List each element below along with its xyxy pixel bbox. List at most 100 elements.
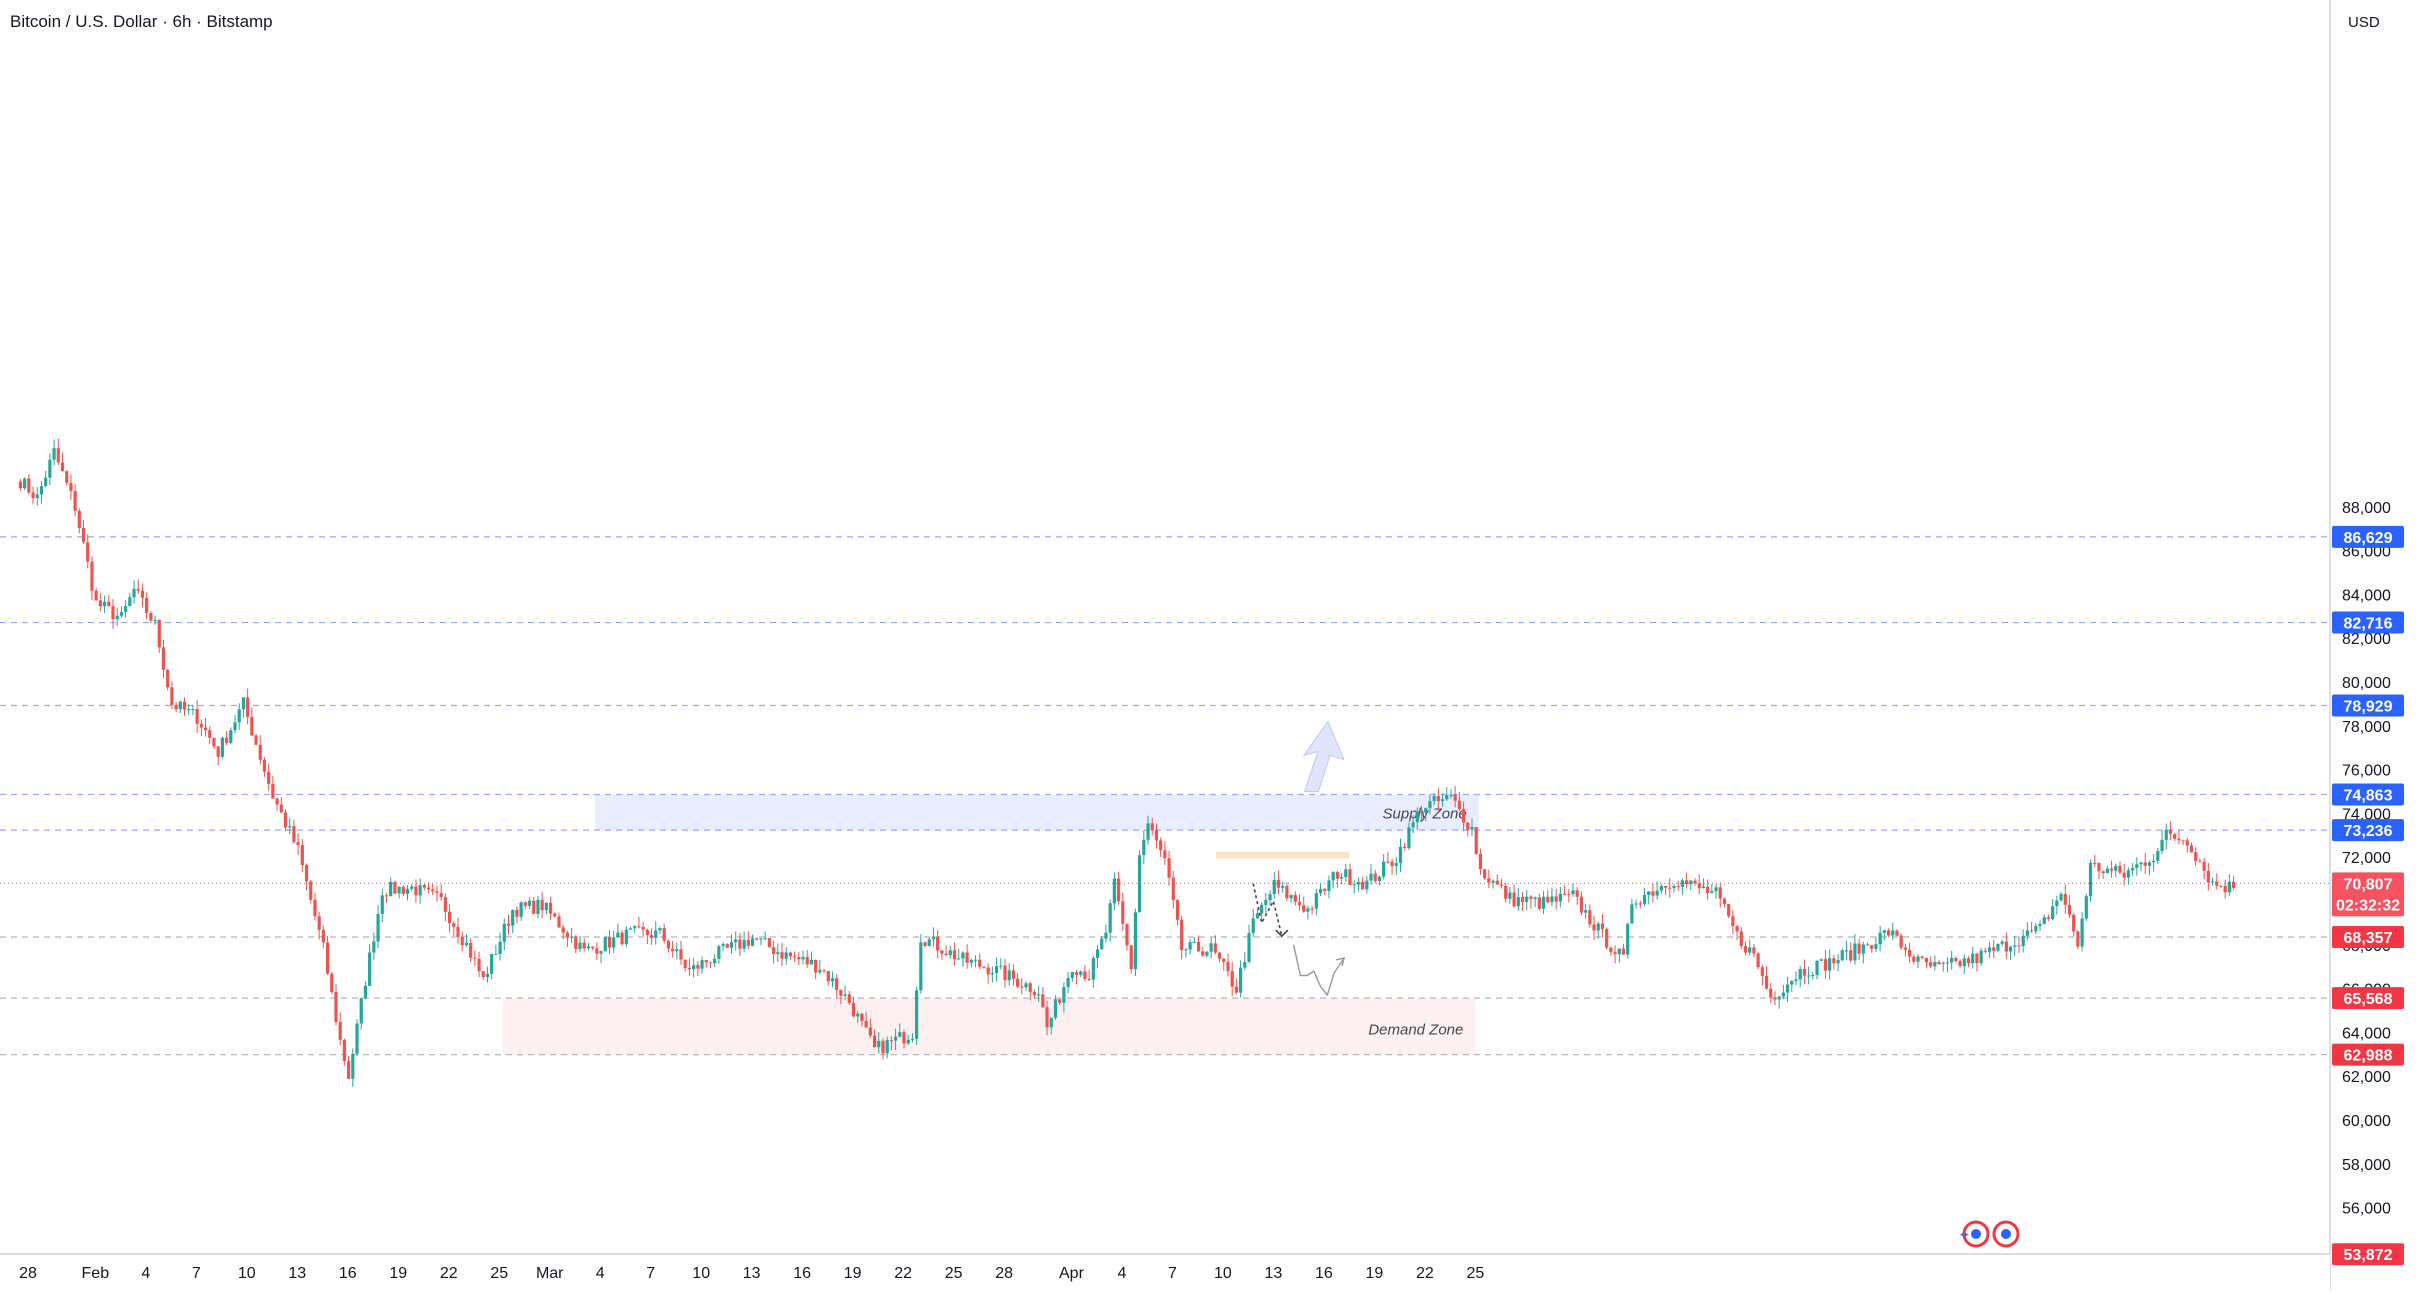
candle-body <box>1626 923 1630 955</box>
candle-body <box>1958 961 1962 967</box>
candle-body <box>906 1039 910 1044</box>
candle-body <box>452 923 456 927</box>
candle-body <box>1689 880 1693 885</box>
candle-body <box>2177 838 2181 841</box>
candle-body <box>1752 947 1756 954</box>
candle-body <box>1302 905 1306 912</box>
candle-body <box>2080 918 2084 947</box>
x-tick-label: 13 <box>1265 1265 1283 1282</box>
level-price-tag-label: 62,988 <box>2344 1048 2393 1065</box>
y-tick-label: 82,000 <box>2342 631 2391 648</box>
candle-body <box>502 923 506 942</box>
candle-body <box>1003 965 1007 981</box>
candle-body <box>1087 979 1091 981</box>
chart-title: Bitcoin / U.S. Dollar · 6h · Bitstamp <box>10 12 273 31</box>
candle-body <box>1369 873 1373 881</box>
candle-body <box>662 928 666 941</box>
candle-body <box>1832 958 1836 964</box>
candle-body <box>145 597 149 614</box>
candle-body <box>1504 885 1508 899</box>
candle-body <box>1461 808 1466 823</box>
candle-body <box>1188 942 1192 950</box>
candle-body <box>1550 896 1554 903</box>
candle-body <box>1154 830 1159 841</box>
candle-body <box>359 998 363 1024</box>
candle-body <box>1251 918 1255 933</box>
us-flag-icon-center <box>2001 1229 2011 1239</box>
candle-body <box>2152 860 2156 863</box>
time-axis[interactable]: 28 Feb 4 7 10 13 16 19 22 25 Mar 4 7 10 13 16 19 22 25 28 Ap… <box>0 1253 2330 1290</box>
candle-body <box>241 697 246 710</box>
x-tick-label: 28 <box>995 1265 1013 1282</box>
candle-body <box>670 948 675 952</box>
candle-body <box>607 937 612 948</box>
candle-body <box>2042 917 2046 924</box>
candle-body <box>801 956 805 960</box>
candle-body <box>620 932 624 945</box>
candle-body <box>44 477 48 487</box>
candle-body <box>1167 858 1171 878</box>
candle-body <box>1037 994 1041 996</box>
candle-body <box>658 928 662 931</box>
candle-body <box>1499 884 1504 886</box>
candle-body <box>1600 923 1605 930</box>
currency-button[interactable] <box>2332 2 2388 40</box>
candle-body <box>1983 950 1987 952</box>
level-price-tag <box>2332 525 2404 548</box>
candle-body <box>982 966 986 968</box>
candle-body <box>519 902 523 917</box>
candle-body <box>237 709 241 723</box>
candle-body <box>1415 811 1419 823</box>
candle-body <box>1693 880 1697 884</box>
level-price-tag <box>2332 819 2404 842</box>
candle-body <box>1104 932 1108 939</box>
candle-body <box>1638 903 1642 905</box>
candle-body <box>1150 823 1154 831</box>
candle-body <box>490 953 494 974</box>
candle-body <box>1508 892 1512 899</box>
candle-body <box>923 942 927 946</box>
candle-body <box>649 935 654 938</box>
candle-body <box>696 965 700 969</box>
price-axis[interactable]: 56,00058,00060,00062,00064,00066,00068,0… <box>2329 0 2419 1290</box>
candle-body <box>1163 850 1167 859</box>
candle-body <box>1706 886 1710 894</box>
candle-body <box>1159 840 1163 851</box>
candle-body <box>1247 932 1251 962</box>
event-icons[interactable]: ✦ <box>1958 1220 2020 1248</box>
candle-body <box>755 938 759 940</box>
candle-body <box>1226 961 1230 972</box>
candle-body <box>27 478 31 493</box>
candle-body <box>915 990 919 1039</box>
candle-body <box>2021 935 2025 947</box>
candle-body <box>98 600 102 607</box>
candle-body <box>767 937 771 948</box>
currency-selector[interactable]: USD <box>2332 2 2388 40</box>
candle-body <box>380 895 384 914</box>
candle-body <box>1066 977 1070 988</box>
candle-body <box>1234 986 1238 993</box>
candle-body <box>1045 1007 1049 1028</box>
candle-body <box>1731 916 1735 927</box>
candle-body <box>1398 846 1403 864</box>
candle-body <box>1781 992 1785 997</box>
price-axis-background <box>2330 0 2419 1290</box>
candle-body <box>267 771 271 784</box>
candle-body <box>426 887 431 890</box>
candle-body <box>1529 896 1533 900</box>
level-price-tag <box>2332 987 2404 1010</box>
candle-body <box>1095 949 1100 959</box>
candles-layer <box>18 438 2236 1087</box>
candle-body <box>1878 932 1882 945</box>
candle-body <box>1701 886 1706 889</box>
candle-body <box>195 709 199 724</box>
candle-body <box>1386 861 1390 863</box>
candle-body <box>1785 984 1790 993</box>
candle-body <box>1411 822 1415 828</box>
candle-body <box>603 937 607 952</box>
candle-body <box>2025 930 2030 936</box>
candle-body <box>1268 894 1272 901</box>
candle-body <box>1516 897 1520 907</box>
currency-label[interactable]: USD <box>2348 14 2380 31</box>
